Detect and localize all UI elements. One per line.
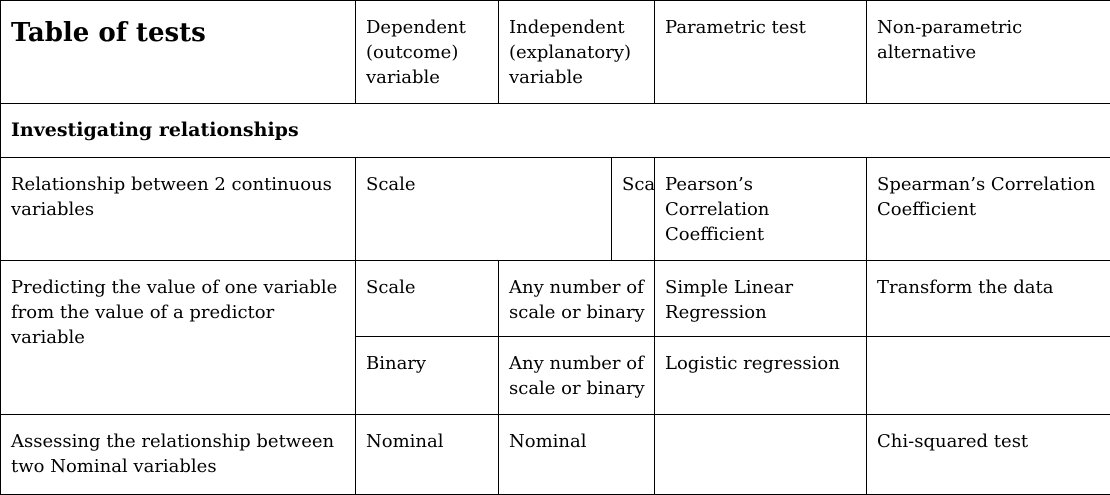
purpose-cell: Predicting the value of one variable fro… [1, 261, 356, 415]
dependent-cell: Binary [356, 337, 499, 415]
header-independent-variable: Independent (explanatory) variable [499, 1, 655, 104]
table-title: Table of tests [1, 1, 356, 104]
header-nonparametric-alternative: Non-parametric alternative [867, 1, 1110, 104]
nonparametric-cell: Chi-squared test [867, 415, 1110, 495]
independent-cell: Any number of scale or binary [499, 261, 655, 337]
dependent-cell: Scale [356, 158, 612, 261]
nonparametric-cell [867, 337, 1110, 415]
table-row: Assessing the relationship between two N… [1, 415, 1110, 495]
parametric-cell: Logistic regression [655, 337, 867, 415]
table-row: Relationship between 2 continuous variab… [1, 158, 1110, 261]
section-heading: Investigating relationships [1, 104, 1110, 158]
section-row: Investigating relationships [1, 104, 1110, 158]
parametric-cell: Pearson’s Correlation Coefficient [655, 158, 867, 261]
parametric-cell [655, 415, 867, 495]
purpose-cell: Assessing the relationship between two N… [1, 415, 356, 495]
dependent-cell: Nominal [356, 415, 499, 495]
independent-cell: Nominal [499, 415, 655, 495]
dependent-cell: Scale [356, 261, 499, 337]
table-row: Predicting the value of one variable fro… [1, 261, 1110, 337]
purpose-cell: Relationship between 2 continuous variab… [1, 158, 356, 261]
header-dependent-variable: Dependent (outcome) variable [356, 1, 499, 104]
nonparametric-cell: Transform the data [867, 261, 1110, 337]
independent-cell: Scale [612, 158, 655, 261]
header-row: Table of tests Dependent (outcome) varia… [1, 1, 1110, 104]
parametric-cell: Simple Linear Regression [655, 261, 867, 337]
header-parametric-test: Parametric test [655, 1, 867, 104]
independent-cell: Any number of scale or binary [499, 337, 655, 415]
nonparametric-cell: Spearman’s Correlation Coefficient [867, 158, 1110, 261]
